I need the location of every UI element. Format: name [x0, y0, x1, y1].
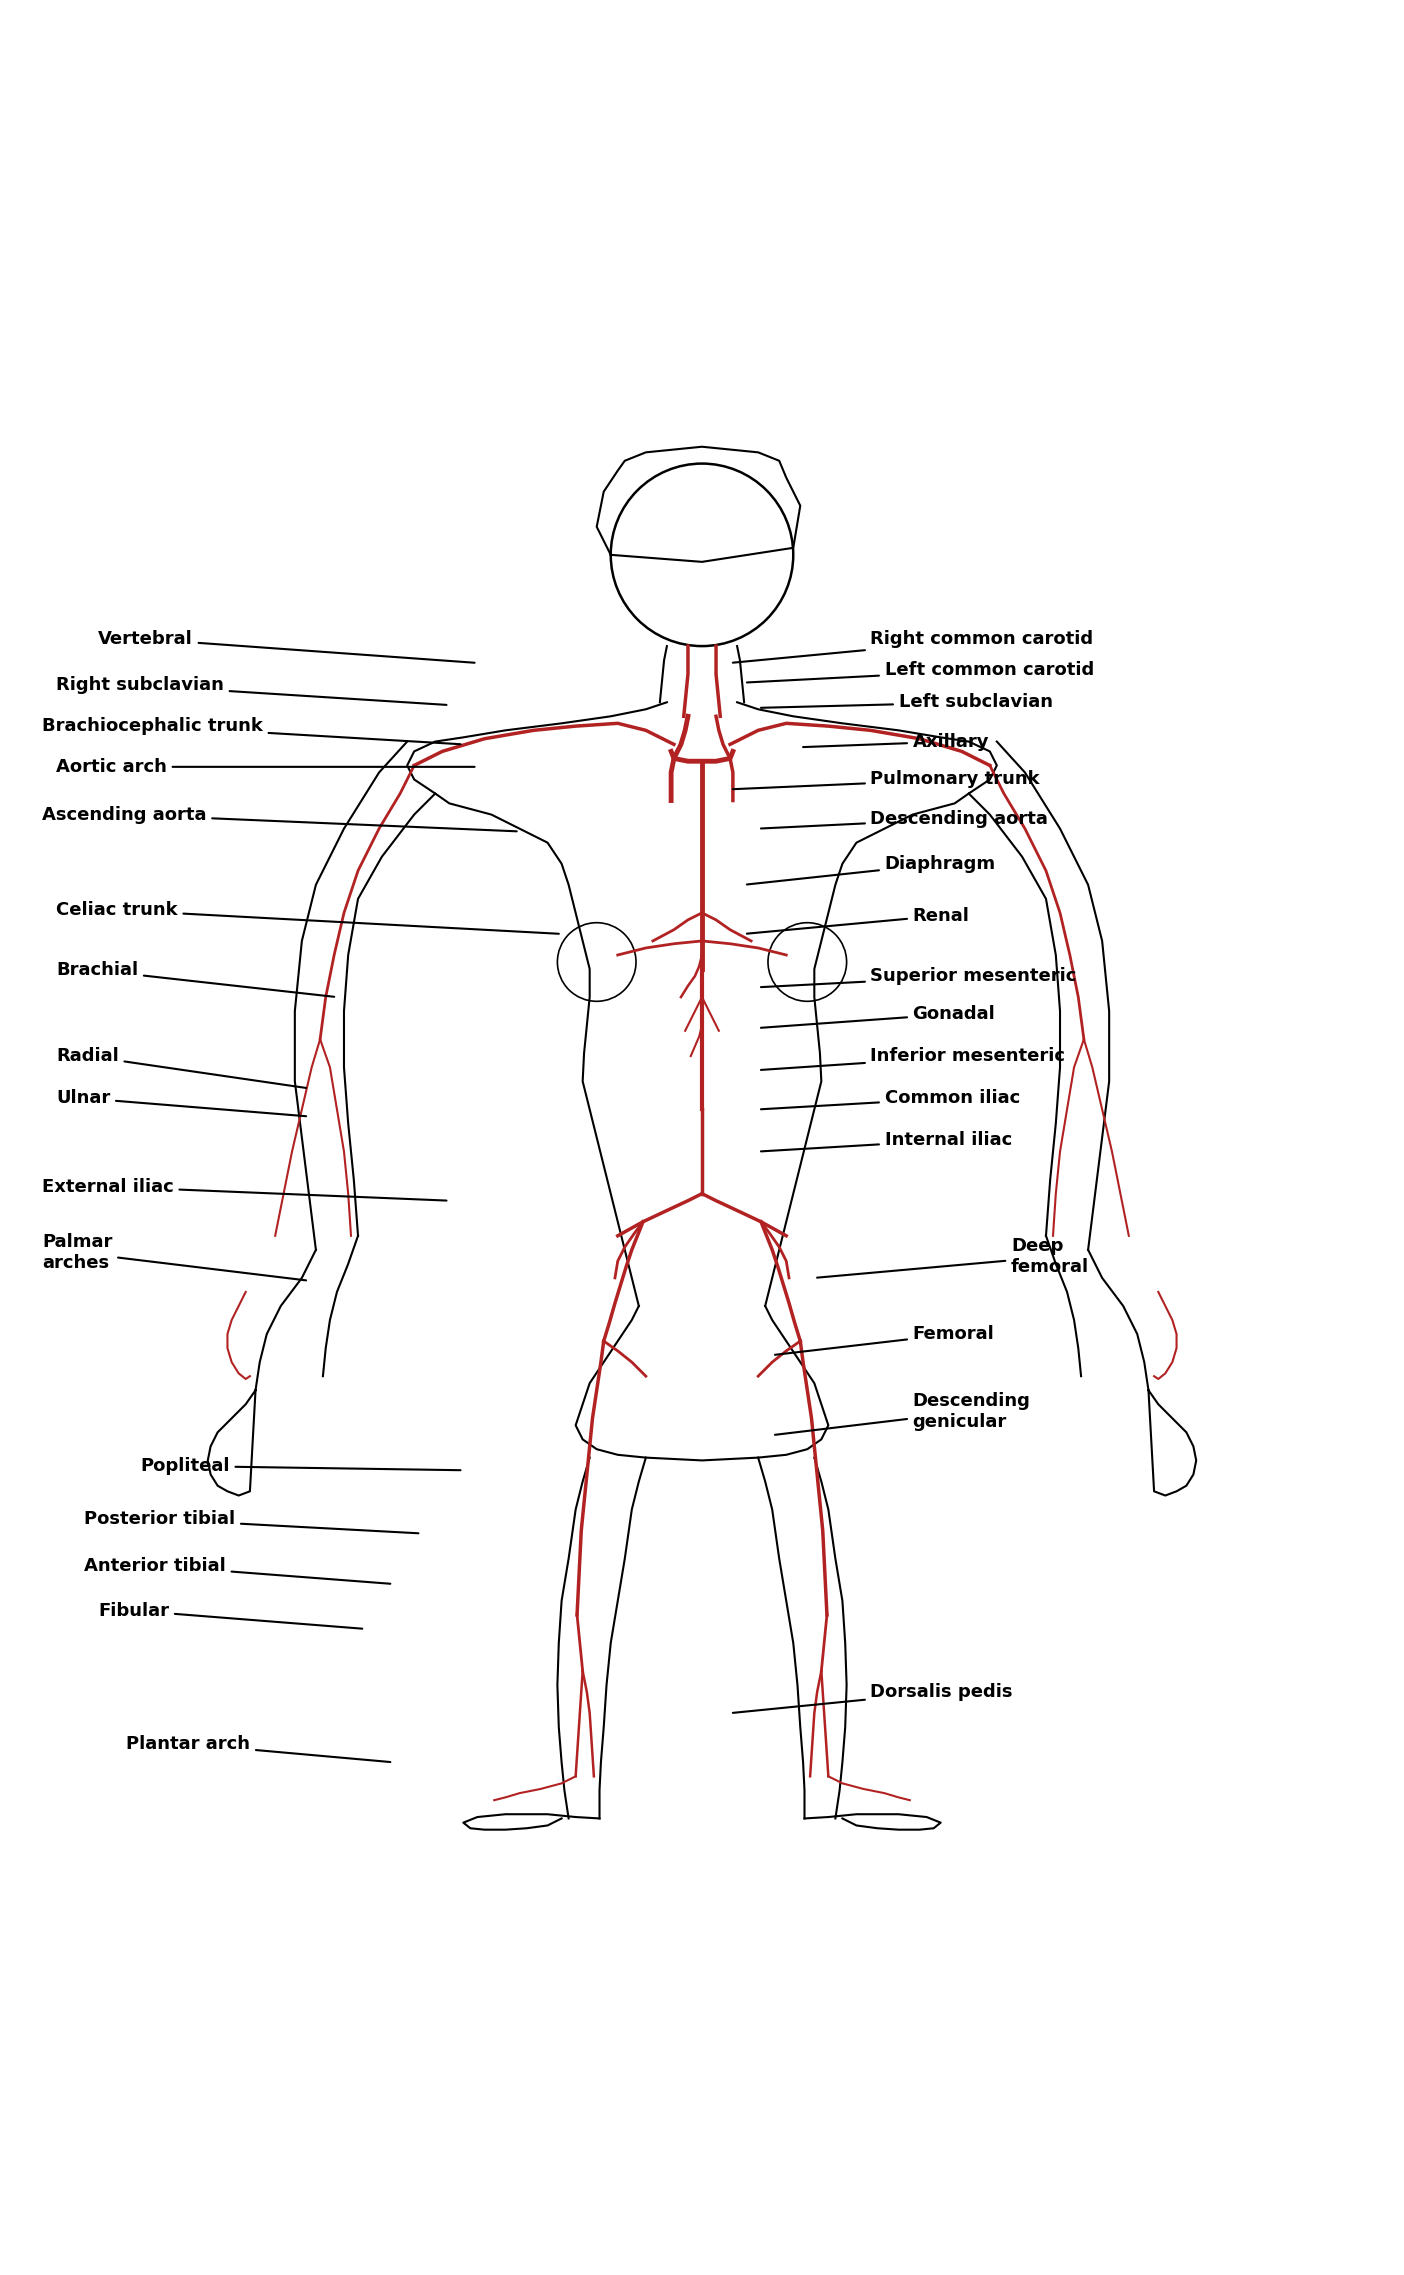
Text: Right subclavian: Right subclavian: [56, 676, 446, 705]
Text: Renal: Renal: [747, 908, 970, 933]
Text: Diaphragm: Diaphragm: [747, 855, 995, 885]
Text: Superior mesenteric: Superior mesenteric: [761, 967, 1077, 987]
Text: Femoral: Femoral: [775, 1324, 994, 1356]
Text: Dorsalis pedis: Dorsalis pedis: [733, 1684, 1012, 1713]
Text: Right common carotid: Right common carotid: [733, 630, 1094, 662]
Text: Gonadal: Gonadal: [761, 1006, 995, 1028]
Text: Brachial: Brachial: [56, 962, 334, 996]
Text: Axillary: Axillary: [803, 733, 988, 751]
Text: Ulnar: Ulnar: [56, 1090, 306, 1117]
Text: Brachiocephalic trunk: Brachiocephalic trunk: [42, 717, 461, 744]
Text: Popliteal: Popliteal: [140, 1456, 461, 1474]
Text: Descending
genicular: Descending genicular: [775, 1392, 1031, 1436]
Text: Pulmonary trunk: Pulmonary trunk: [733, 771, 1040, 789]
Text: Fibular: Fibular: [98, 1602, 362, 1629]
Text: Left subclavian: Left subclavian: [761, 694, 1053, 712]
Text: Left common carotid: Left common carotid: [747, 662, 1094, 682]
Text: Posterior tibial: Posterior tibial: [84, 1511, 418, 1533]
Text: Palmar
arches: Palmar arches: [42, 1233, 306, 1281]
Text: Ascending aorta: Ascending aorta: [42, 805, 517, 830]
Text: Deep
femoral: Deep femoral: [817, 1238, 1090, 1279]
Text: Celiac trunk: Celiac trunk: [56, 901, 559, 933]
Text: Inferior mesenteric: Inferior mesenteric: [761, 1046, 1066, 1069]
Text: Aortic arch: Aortic arch: [56, 758, 475, 776]
Text: Vertebral: Vertebral: [98, 630, 475, 662]
Text: External iliac: External iliac: [42, 1178, 446, 1201]
Text: Radial: Radial: [56, 1046, 306, 1087]
Text: Anterior tibial: Anterior tibial: [84, 1556, 390, 1583]
Text: Plantar arch: Plantar arch: [126, 1736, 390, 1763]
Text: Internal iliac: Internal iliac: [761, 1131, 1012, 1151]
Text: Common iliac: Common iliac: [761, 1090, 1019, 1110]
Text: Descending aorta: Descending aorta: [761, 810, 1049, 828]
